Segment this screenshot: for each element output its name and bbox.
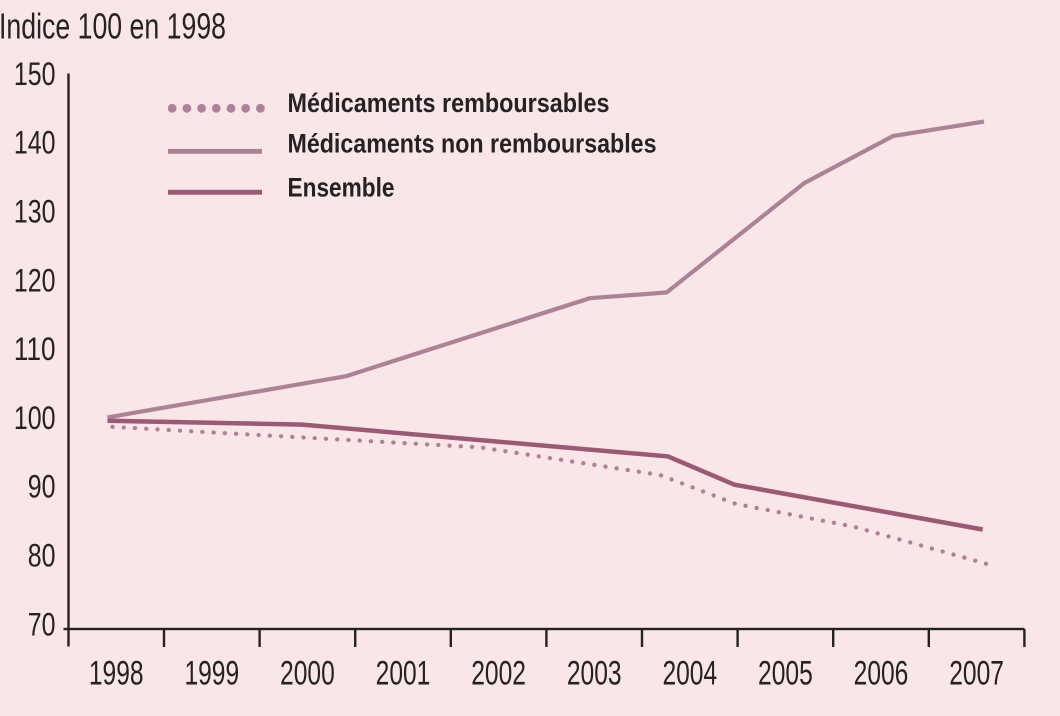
svg-text:1999: 1999 [184, 654, 239, 692]
svg-text:Indice 100 en 1998: Indice 100 en 1998 [0, 6, 226, 47]
svg-text:2002: 2002 [471, 654, 526, 692]
svg-text:2005: 2005 [758, 654, 813, 692]
svg-text:2001: 2001 [376, 654, 431, 692]
svg-text:110: 110 [14, 331, 56, 367]
svg-text:2007: 2007 [949, 654, 1004, 692]
svg-text:80: 80 [28, 538, 56, 574]
svg-text:100: 100 [14, 400, 56, 436]
svg-text:Médicaments remboursables: Médicaments remboursables [288, 88, 610, 118]
svg-text:2006: 2006 [854, 654, 909, 692]
svg-text:2000: 2000 [280, 654, 335, 692]
svg-text:150: 150 [14, 56, 56, 92]
svg-text:70: 70 [28, 606, 56, 642]
svg-text:Médicaments non remboursables: Médicaments non remboursables [288, 128, 657, 158]
svg-text:1998: 1998 [89, 654, 144, 692]
svg-text:140: 140 [14, 125, 56, 161]
svg-text:2003: 2003 [567, 654, 622, 692]
svg-text:120: 120 [14, 262, 56, 298]
svg-text:2004: 2004 [662, 654, 717, 692]
svg-text:Ensemble: Ensemble [288, 172, 395, 202]
svg-text:130: 130 [14, 194, 56, 230]
svg-text:90: 90 [28, 469, 56, 505]
